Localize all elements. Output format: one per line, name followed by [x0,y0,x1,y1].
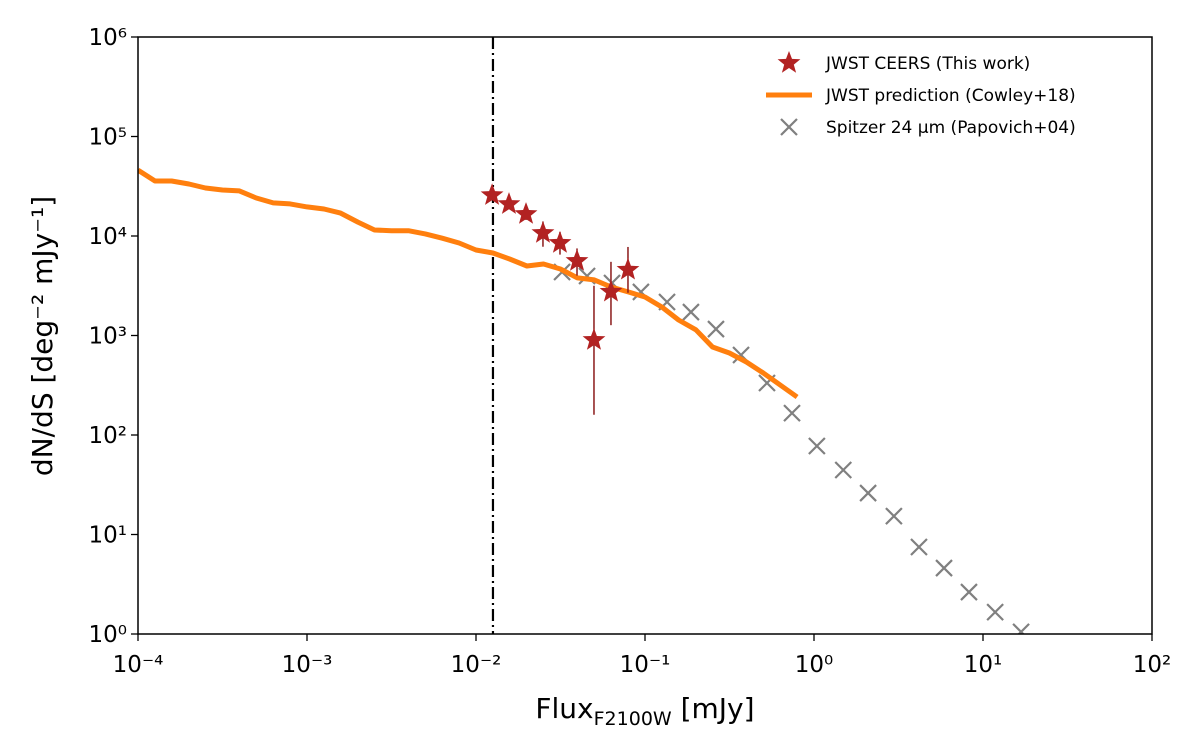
legend-label: JWST CEERS (This work) [825,54,1030,74]
y-tick-label: 10² [89,423,128,449]
x-tick-label: 10⁰ [795,652,834,678]
plot-frame [137,36,1153,635]
cross-point [783,404,801,422]
star-point [480,183,504,205]
y-tick-label: 10⁶ [89,25,128,51]
cross-point [859,484,877,502]
cross-point [808,437,826,455]
legend-cross [780,118,798,136]
x-tick-label: 10⁻³ [282,652,333,678]
x-tick-label: 10⁻⁴ [113,652,164,678]
star-point [582,328,606,350]
star-point [599,279,623,302]
cross-point [910,538,928,556]
star-point [514,202,538,224]
x-tick-label: 10⁻¹ [620,652,671,678]
x-label-text: Flux [535,692,593,725]
star-point [565,249,589,271]
legend-star [777,51,801,73]
star-point [531,221,555,243]
line [138,167,799,400]
x-tick-label: 10² [1133,652,1172,678]
y-tick-label: 10³ [89,324,128,350]
cross-point [960,583,978,601]
x-tick-label: 10⁻² [451,652,502,678]
y-tick-label: 10⁰ [89,622,128,648]
cross-point [1012,623,1030,634]
star-point [497,192,521,214]
legend-label: JWST prediction (Cowley+18) [825,86,1076,106]
cross-point [986,603,1004,621]
star-point [616,257,640,280]
y-tick-label: 10¹ [89,523,128,549]
y-tick-label: 10⁴ [89,224,128,250]
legend-label: Spitzer 24 μm (Papovich+04) [826,118,1076,138]
cross-point [935,559,953,577]
cross-point [682,303,700,321]
x-label-rest: [mJy] [672,692,755,725]
cross-point [885,507,903,525]
y-tick-label: 10⁵ [89,125,128,151]
x-axis-label: FluxF2100W [mJy] [535,692,754,730]
cross-point [707,320,725,338]
y-axis-label: dN/dS [deg⁻² mJy⁻¹] [26,196,59,476]
plot-area [138,37,1030,634]
star-point [548,231,572,253]
x-tick-label: 10¹ [964,652,1003,678]
x-label-sub: F2100W [594,708,672,730]
cross-point [834,461,853,479]
